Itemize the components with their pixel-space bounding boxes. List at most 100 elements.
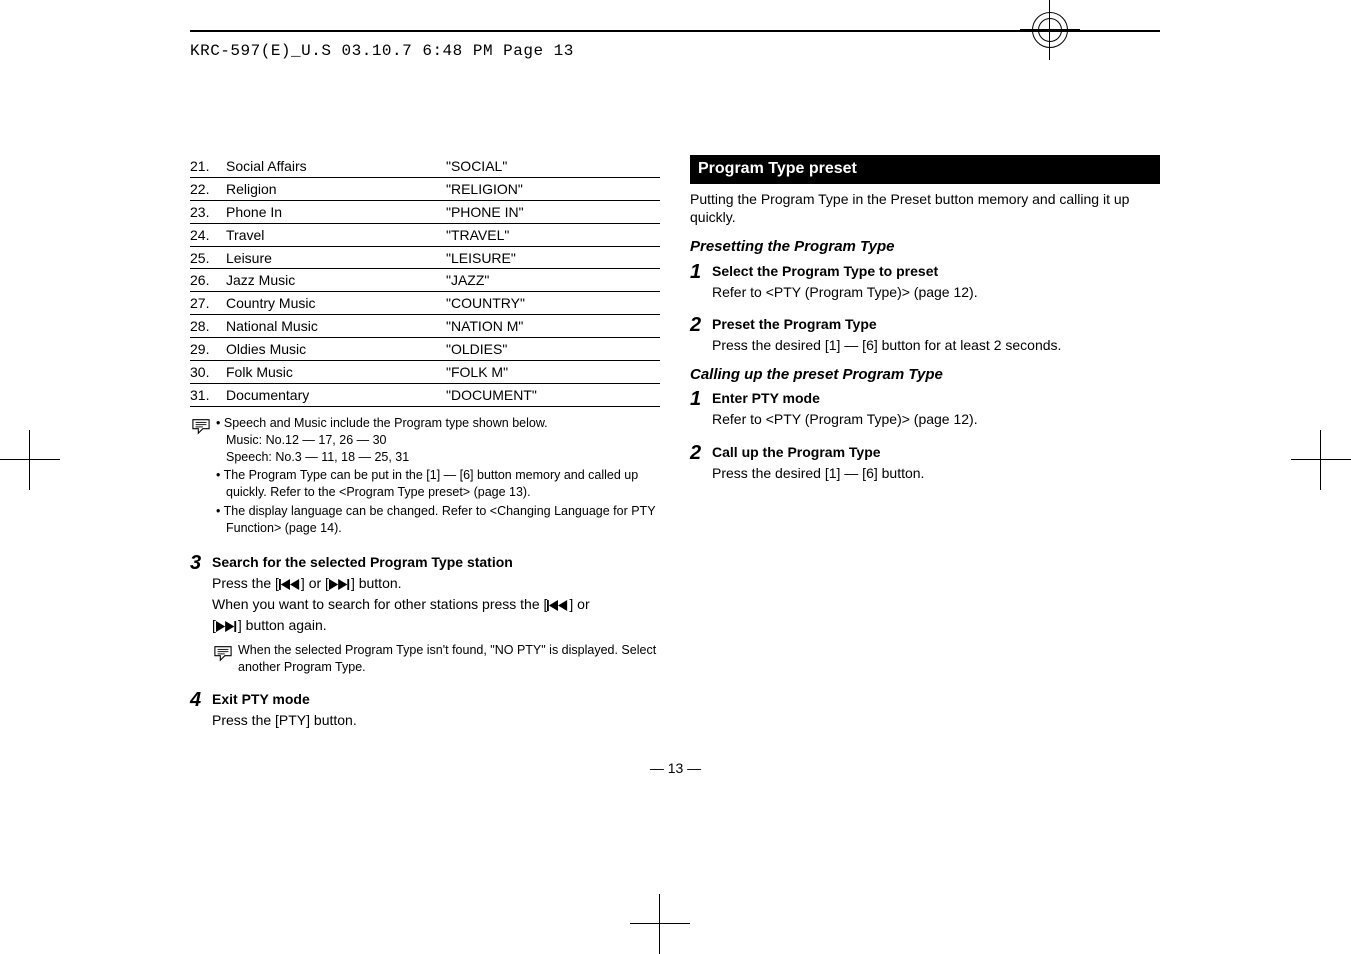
step-title: Call up the Program Type xyxy=(712,443,1160,462)
pty-disp: "COUNTRY" xyxy=(446,292,660,315)
note-body: • Speech and Music include the Program t… xyxy=(216,415,660,539)
step-text: Refer to <PTY (Program Type)> (page 12). xyxy=(712,410,1160,429)
pty-num: 28. xyxy=(190,315,226,338)
pty-disp: "NATION M" xyxy=(446,315,660,338)
table-row: 24.Travel"TRAVEL" xyxy=(190,223,660,246)
note-text: The display language can be changed. Ref… xyxy=(224,504,656,535)
step-number: 2 xyxy=(690,315,712,355)
pty-table: 21.Social Affairs"SOCIAL" 22.Religion"RE… xyxy=(190,155,660,407)
step-title: Exit PTY mode xyxy=(212,690,660,709)
skip-back-icon xyxy=(279,576,301,595)
step-1b: 1 Enter PTY mode Refer to <PTY (Program … xyxy=(690,389,1160,429)
pty-num: 23. xyxy=(190,200,226,223)
step-body: Exit PTY mode Press the [PTY] button. xyxy=(212,690,660,730)
pty-name: Documentary xyxy=(226,383,446,406)
step-2: 2 Preset the Program Type Press the desi… xyxy=(690,315,1160,355)
left-column: 21.Social Affairs"SOCIAL" 22.Religion"RE… xyxy=(190,155,660,730)
registration-mark-icon xyxy=(630,894,690,954)
table-row: 27.Country Music"COUNTRY" xyxy=(190,292,660,315)
step-body: Select the Program Type to preset Refer … xyxy=(712,262,1160,302)
subheading: Presetting the Program Type xyxy=(690,237,1160,257)
note-text: Speech: No.3 — 11, 18 — 25, 31 xyxy=(226,450,409,464)
skip-forward-icon xyxy=(216,618,238,637)
text-fragment: Press the [ xyxy=(212,575,279,591)
note-block: • Speech and Music include the Program t… xyxy=(190,415,660,539)
step-title: Preset the Program Type xyxy=(712,315,1160,334)
step-text: Press the [ ] or [ ] button. xyxy=(212,574,660,595)
skip-back-icon xyxy=(547,597,569,616)
note-text: Speech and Music include the Program typ… xyxy=(224,416,548,430)
note-text: When the selected Program Type isn't fou… xyxy=(238,642,660,676)
note-text: Music: No.12 — 17, 26 — 30 xyxy=(226,433,387,447)
note-block: When the selected Program Type isn't fou… xyxy=(212,642,660,676)
pty-name: Leisure xyxy=(226,246,446,269)
registration-mark-icon xyxy=(0,430,60,490)
step-2b: 2 Call up the Program Type Press the des… xyxy=(690,443,1160,483)
pty-num: 22. xyxy=(190,177,226,200)
text-fragment: ] button. xyxy=(351,575,402,591)
pty-disp: "RELIGION" xyxy=(446,177,660,200)
note-line: • The display language can be changed. R… xyxy=(216,503,660,537)
step-title: Select the Program Type to preset xyxy=(712,262,1160,281)
step-text: Press the desired [1] — [6] button for a… xyxy=(712,336,1160,355)
step-text: Press the desired [1] — [6] button. xyxy=(712,464,1160,483)
pty-name: National Music xyxy=(226,315,446,338)
content-columns: 21.Social Affairs"SOCIAL" 22.Religion"RE… xyxy=(190,155,1160,730)
pty-disp: "JAZZ" xyxy=(446,269,660,292)
pty-disp: "FOLK M" xyxy=(446,361,660,384)
pty-name: Folk Music xyxy=(226,361,446,384)
pty-name: Jazz Music xyxy=(226,269,446,292)
subheading: Calling up the preset Program Type xyxy=(690,365,1160,385)
step-4: 4 Exit PTY mode Press the [PTY] button. xyxy=(190,690,660,730)
table-row: 22.Religion"RELIGION" xyxy=(190,177,660,200)
step-text: Press the [PTY] button. xyxy=(212,711,660,730)
step-text: [] button again. xyxy=(212,616,660,637)
pty-disp: "OLDIES" xyxy=(446,338,660,361)
pty-num: 25. xyxy=(190,246,226,269)
pty-num: 29. xyxy=(190,338,226,361)
table-row: 30.Folk Music"FOLK M" xyxy=(190,361,660,384)
step-3: 3 Search for the selected Program Type s… xyxy=(190,553,660,676)
pty-num: 31. xyxy=(190,383,226,406)
pty-name: Phone In xyxy=(226,200,446,223)
pty-disp: "TRAVEL" xyxy=(446,223,660,246)
step-1: 1 Select the Program Type to preset Refe… xyxy=(690,262,1160,302)
header-rule xyxy=(190,30,1160,32)
pty-name: Oldies Music xyxy=(226,338,446,361)
step-body: Search for the selected Program Type sta… xyxy=(212,553,660,676)
pty-name: Travel xyxy=(226,223,446,246)
pty-disp: "PHONE IN" xyxy=(446,200,660,223)
step-number: 1 xyxy=(690,389,712,429)
step-text: Refer to <PTY (Program Type)> (page 12). xyxy=(712,283,1160,302)
step-body: Call up the Program Type Press the desir… xyxy=(712,443,1160,483)
skip-forward-icon xyxy=(329,576,351,595)
table-row: 26.Jazz Music"JAZZ" xyxy=(190,269,660,292)
text-fragment: ] button again. xyxy=(238,617,327,633)
page-number: — 13 — xyxy=(0,760,1351,776)
text-fragment: ] or [ xyxy=(301,575,329,591)
pty-num: 21. xyxy=(190,155,226,177)
step-number: 4 xyxy=(190,690,212,730)
section-heading: Program Type preset xyxy=(690,155,1160,184)
table-row: 25.Leisure"LEISURE" xyxy=(190,246,660,269)
manual-page: KRC-597(E)_U.S 03.10.7 6:48 PM Page 13 2… xyxy=(0,0,1351,954)
table-row: 21.Social Affairs"SOCIAL" xyxy=(190,155,660,177)
note-icon xyxy=(190,415,216,539)
step-number: 3 xyxy=(190,553,212,676)
pty-name: Country Music xyxy=(226,292,446,315)
pty-disp: "SOCIAL" xyxy=(446,155,660,177)
step-title: Enter PTY mode xyxy=(712,389,1160,408)
pty-name: Religion xyxy=(226,177,446,200)
note-icon xyxy=(212,642,238,676)
registration-mark-icon xyxy=(1291,430,1351,490)
table-row: 29.Oldies Music"OLDIES" xyxy=(190,338,660,361)
section-intro: Putting the Program Type in the Preset b… xyxy=(690,190,1160,228)
step-text: When you want to search for other statio… xyxy=(212,595,660,616)
step-number: 1 xyxy=(690,262,712,302)
pty-num: 27. xyxy=(190,292,226,315)
pty-disp: "LEISURE" xyxy=(446,246,660,269)
step-title: Search for the selected Program Type sta… xyxy=(212,553,660,572)
step-number: 2 xyxy=(690,443,712,483)
note-text: The Program Type can be put in the [1] —… xyxy=(224,468,639,499)
step-body: Enter PTY mode Refer to <PTY (Program Ty… xyxy=(712,389,1160,429)
